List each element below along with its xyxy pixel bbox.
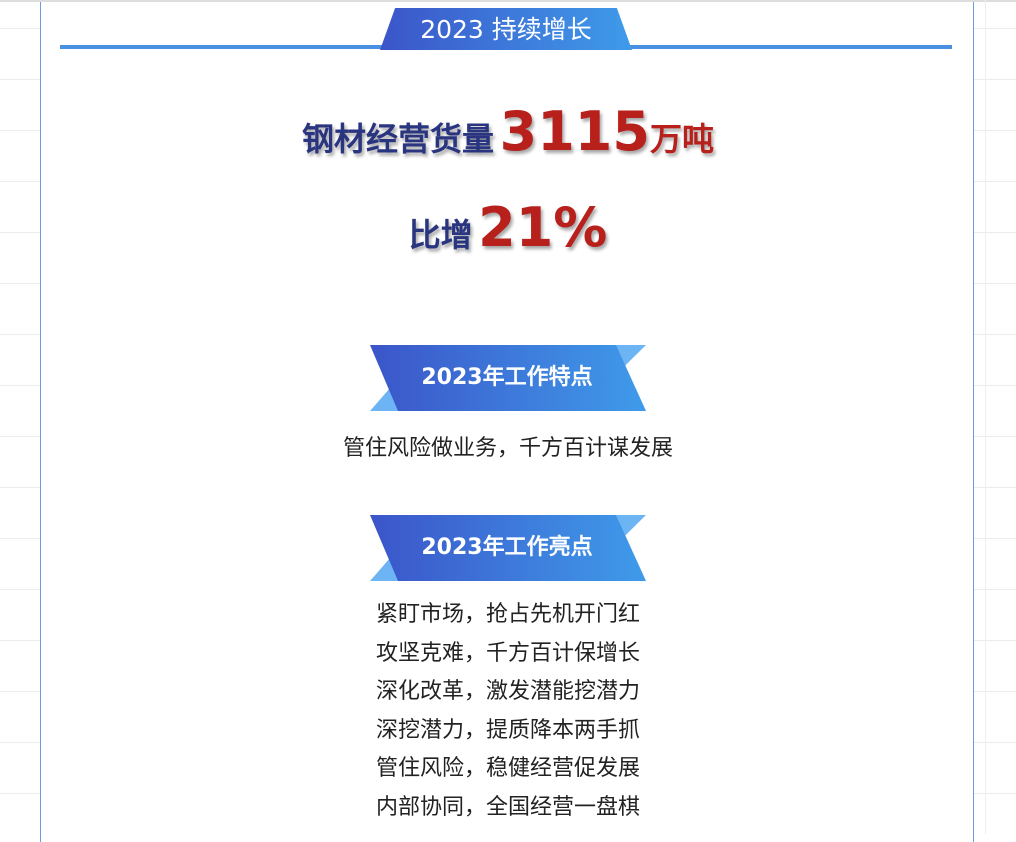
list-item: 深化改革，激发潜能挖潜力 <box>375 679 640 704</box>
section-text: 管住风险做业务，千方百计谋发展 <box>342 436 673 461</box>
headline: 钢材经营货量 3115万吨 <box>0 100 1016 164</box>
section-title: 2023年工作特点 <box>421 365 593 390</box>
highlight-list: 紧盯市场，抢占先机开门红 攻坚克难，千方百计保增长 深化改革，激发潜能挖潜力 深… <box>0 596 1016 827</box>
grid-line <box>985 0 986 834</box>
growth: 比增 21% <box>0 196 1016 260</box>
list-item: 攻坚克难，千方百计保增长 <box>375 640 640 666</box>
header-banner <box>380 8 632 50</box>
list-item: 管住风险，稳健经营促发展 <box>375 756 640 781</box>
list-item: 深挖潜力，提质降本两手抓 <box>375 717 640 743</box>
headline-unit: 万吨 <box>649 120 714 158</box>
content-card <box>40 2 974 842</box>
top-border <box>0 0 1016 2</box>
section-ribbon: 2023年工作亮点 <box>370 515 646 581</box>
headline-value: 3115 <box>499 100 650 163</box>
list-item: 内部协同，全国经营一盘棋 <box>375 794 640 820</box>
list-item: 紧盯市场，抢占先机开门红 <box>375 602 640 627</box>
section-ribbon: 2023年工作特点 <box>370 345 646 411</box>
header-title: 2023 持续增长 <box>420 15 592 44</box>
headline-label: 钢材经营货量 <box>302 120 495 158</box>
growth-value: 21% <box>478 196 608 259</box>
section-title: 2023年工作亮点 <box>421 535 593 560</box>
growth-label: 比增 <box>408 216 473 254</box>
